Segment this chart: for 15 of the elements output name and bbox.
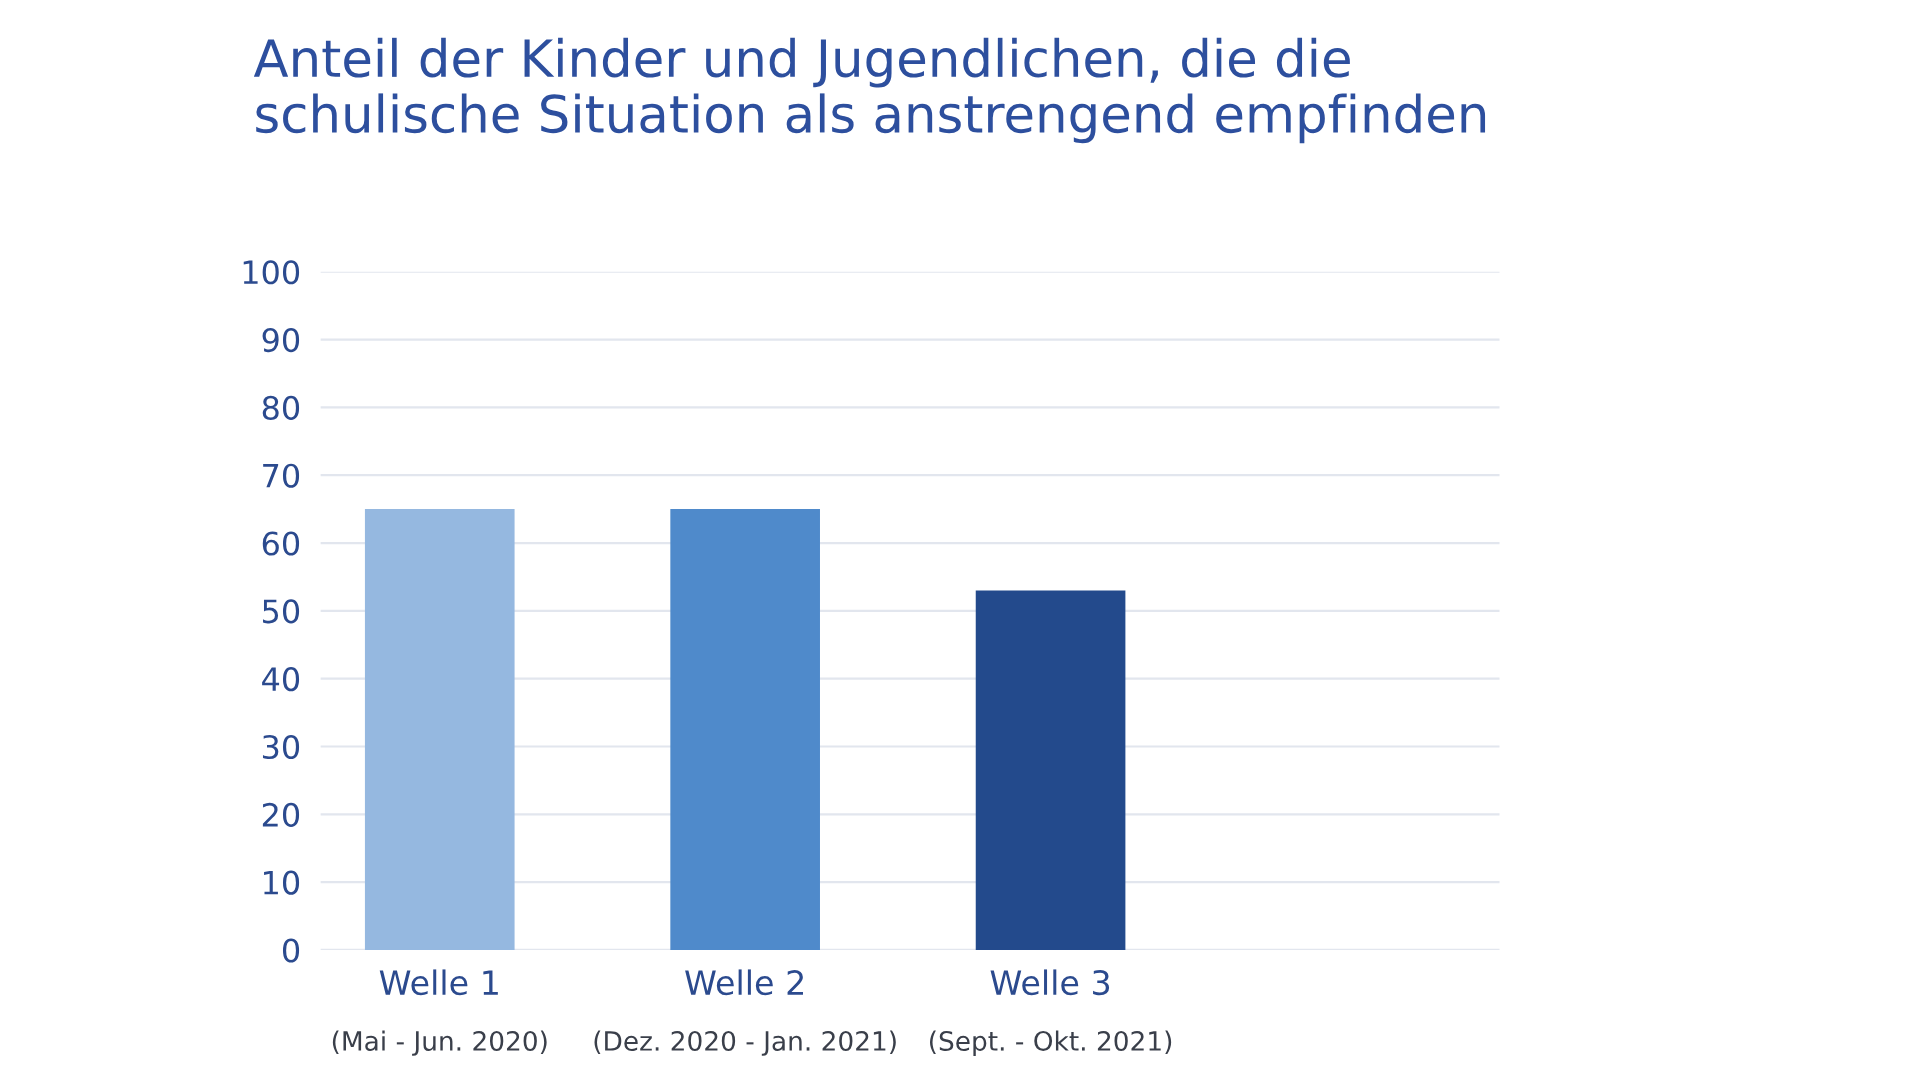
y-tick-label: 40 (262, 667, 300, 692)
y-tick-label: 50 (263, 599, 300, 624)
y-tick-label: 10 (264, 870, 300, 895)
category-label: Welle 2 (Dez. 2020 - Jan. 2021) (594, 969, 896, 1056)
category-label: Welle 1 (Mai - Jun. 2020) (332, 969, 547, 1056)
y-tick-label: 30 (262, 734, 300, 760)
y-tick-label: 100 (243, 260, 300, 285)
category-label: Welle 3 (Sept. - Okt. 2021) (929, 969, 1172, 1057)
y-tick-label: 90 (262, 327, 300, 353)
y-tick-label: 20 (262, 802, 300, 827)
y-tick-label: 80 (262, 395, 300, 420)
y-tick-label: 0 (282, 938, 300, 963)
y-tick-label: 60 (262, 531, 300, 556)
y-tick-label: 70 (263, 463, 300, 488)
chart-title: Anteil der Kinder und Jugendlichen, die die schulische Situation als anstrengend empfinden (253, 37, 1486, 144)
